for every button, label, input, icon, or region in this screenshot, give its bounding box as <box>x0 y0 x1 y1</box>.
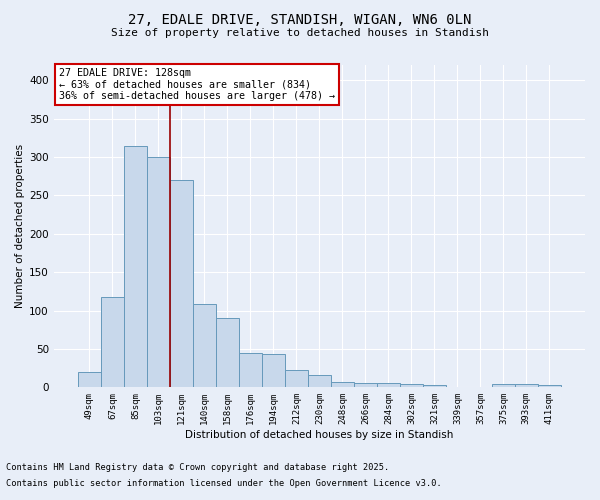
Bar <box>101 297 124 388</box>
Bar <box>492 384 515 388</box>
Bar <box>78 372 101 388</box>
Text: 27, EDALE DRIVE, STANDISH, WIGAN, WN6 0LN: 27, EDALE DRIVE, STANDISH, WIGAN, WN6 0L… <box>128 12 472 26</box>
Bar <box>308 375 331 388</box>
Bar <box>331 382 354 388</box>
Text: 27 EDALE DRIVE: 128sqm
← 63% of detached houses are smaller (834)
36% of semi-de: 27 EDALE DRIVE: 128sqm ← 63% of detached… <box>59 68 335 102</box>
Bar <box>239 353 262 388</box>
Text: Contains public sector information licensed under the Open Government Licence v3: Contains public sector information licen… <box>6 478 442 488</box>
Bar <box>216 318 239 388</box>
Bar <box>538 385 561 388</box>
Bar <box>423 385 446 388</box>
Bar <box>193 304 216 388</box>
Bar <box>170 180 193 388</box>
Text: Contains HM Land Registry data © Crown copyright and database right 2025.: Contains HM Land Registry data © Crown c… <box>6 464 389 472</box>
Bar <box>469 386 492 388</box>
Bar <box>124 146 147 388</box>
Text: Size of property relative to detached houses in Standish: Size of property relative to detached ho… <box>111 28 489 38</box>
Bar <box>377 384 400 388</box>
Bar <box>285 370 308 388</box>
Bar <box>354 382 377 388</box>
Y-axis label: Number of detached properties: Number of detached properties <box>15 144 25 308</box>
Bar <box>147 157 170 388</box>
Bar <box>262 354 285 388</box>
Bar <box>446 386 469 388</box>
X-axis label: Distribution of detached houses by size in Standish: Distribution of detached houses by size … <box>185 430 454 440</box>
Bar <box>515 384 538 388</box>
Bar <box>400 384 423 388</box>
